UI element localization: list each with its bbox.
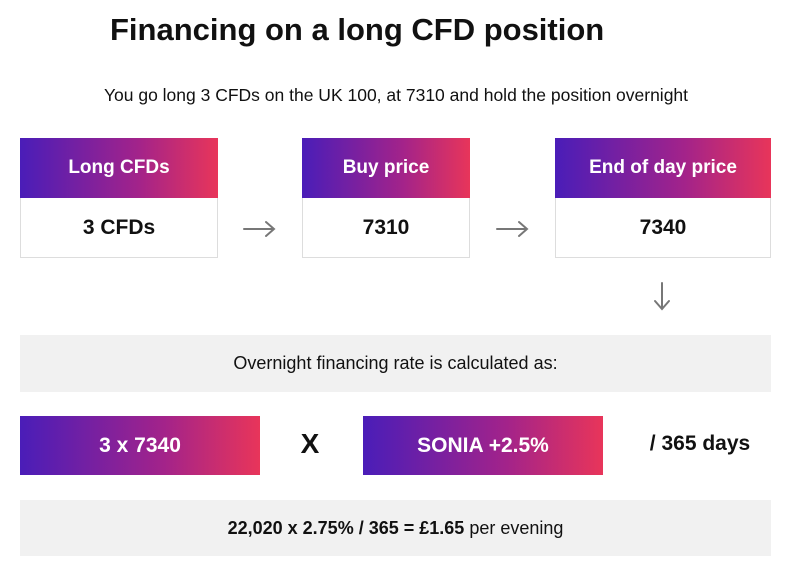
box-value: 7340 [555, 198, 771, 258]
subtitle: You go long 3 CFDs on the UK 100, at 731… [103, 85, 689, 105]
formula-operator: X [300, 428, 320, 459]
box-header: Long CFDs [20, 138, 218, 198]
arrow-right [243, 221, 276, 237]
box-header: Buy price [302, 138, 470, 198]
result-text: per evening [469, 517, 564, 538]
arrow-down [654, 282, 670, 311]
calc-label: Overnight financing rate is calculated a… [20, 335, 771, 392]
formula-suffix: / 365 days [649, 432, 751, 455]
box-value: 3 CFDs [20, 198, 218, 258]
formula-left: 3 x 7340 [20, 416, 260, 475]
result-bold: 22,020 x 2.75% / 365 = £1.65 [227, 517, 465, 538]
box-header: End of day price [555, 138, 771, 198]
result: 22,020 x 2.75% / 365 = £1.65 per evening [20, 500, 771, 556]
box-value: 7310 [302, 198, 470, 258]
title: Financing on a long CFD position [110, 12, 605, 47]
formula-right: SONIA +2.5% [363, 416, 603, 475]
arrow-right [496, 221, 529, 237]
